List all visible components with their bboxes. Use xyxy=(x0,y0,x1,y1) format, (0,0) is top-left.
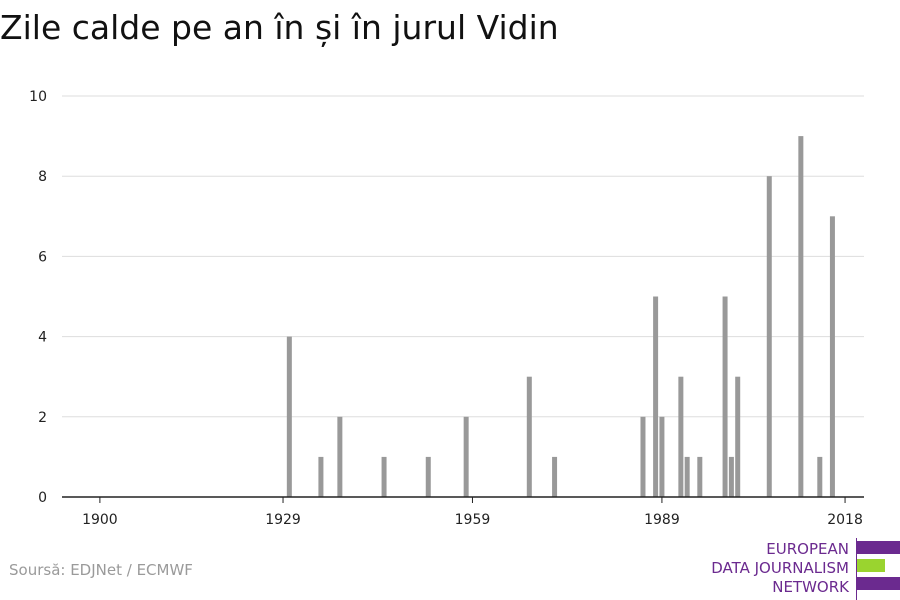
bar-1968 xyxy=(526,376,532,497)
logo-line-3: NETWORK xyxy=(772,578,849,596)
x-tick-label: 2018 xyxy=(827,512,863,528)
logo-line-2: DATA JOURNALISM xyxy=(711,559,849,577)
x-tick-label: 1929 xyxy=(265,512,301,528)
bar-1993 xyxy=(684,456,690,497)
bar-2011 xyxy=(798,136,804,497)
bar-1995 xyxy=(697,456,703,497)
bar-1930 xyxy=(286,336,292,497)
bar-2000 xyxy=(728,456,734,497)
x-tick-label: 1959 xyxy=(455,512,491,528)
logo-divider xyxy=(856,538,857,600)
chart-title: Zile calde pe an în și în jurul Vidin xyxy=(0,8,559,47)
logo-bar-top xyxy=(857,541,900,554)
bar-1992 xyxy=(678,376,684,497)
bars xyxy=(286,136,835,498)
y-tick-label: 2 xyxy=(38,410,47,426)
y-tick-label: 4 xyxy=(38,330,47,346)
logo-text: EUROPEAN DATA JOURNALISM NETWORK xyxy=(711,540,849,597)
source-note: Soursă: EDJNet / ECMWF xyxy=(9,561,193,579)
bar-2016 xyxy=(829,216,835,498)
bar-1972 xyxy=(552,456,558,497)
x-tick-label: 1900 xyxy=(82,512,118,528)
axes: 0 2 4 6 8 10 1900 1929 1959 1989 2018 xyxy=(29,89,864,528)
edjnet-logo[interactable]: EUROPEAN DATA JOURNALISM NETWORK xyxy=(700,538,900,600)
bar-2001 xyxy=(735,376,741,497)
y-tick-label: 0 xyxy=(38,490,47,506)
y-tick-label: 6 xyxy=(38,249,47,265)
bar-1938 xyxy=(337,416,343,497)
bar-2014 xyxy=(817,456,823,497)
x-tick-label: 1989 xyxy=(644,512,680,528)
logo-line-1: EUROPEAN xyxy=(766,540,849,558)
y-tick-label: 10 xyxy=(29,89,47,105)
bar-1986 xyxy=(640,416,646,497)
bar-1989 xyxy=(659,416,665,497)
bar-1935 xyxy=(318,456,324,497)
logo-bar-bottom xyxy=(857,577,900,590)
bar-2006 xyxy=(766,176,772,497)
y-tick-label: 8 xyxy=(38,169,47,185)
bar-1999 xyxy=(722,296,728,497)
bar-1952 xyxy=(425,456,431,497)
bar-1945 xyxy=(381,456,387,497)
bar-1988 xyxy=(653,296,659,497)
gridlines xyxy=(62,95,864,418)
bar-1958 xyxy=(463,416,469,497)
logo-bar-middle xyxy=(857,559,885,572)
